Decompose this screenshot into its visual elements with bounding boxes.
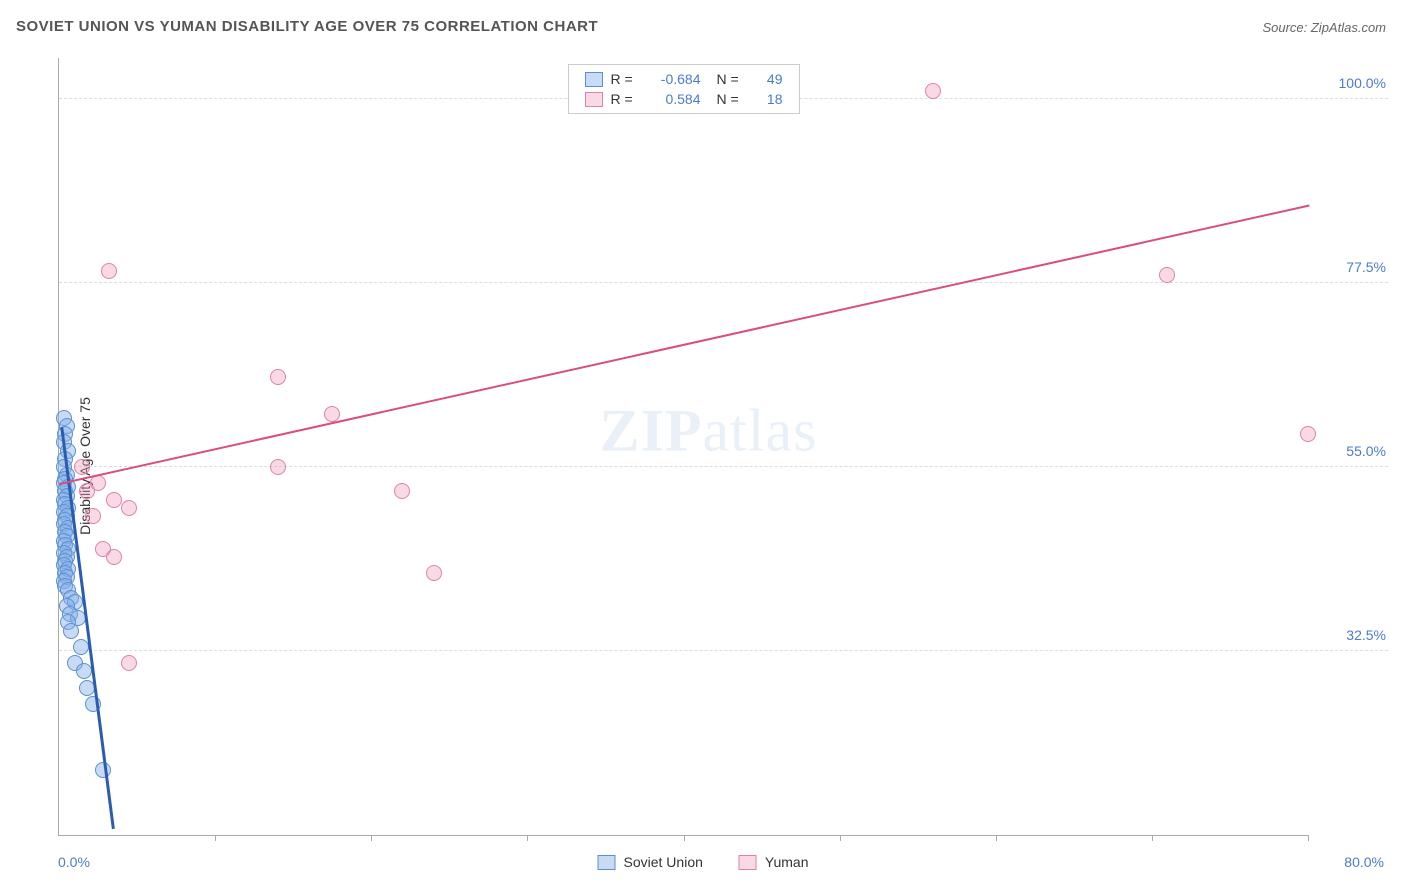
legend-stat-row: R = 0.584 N = 18 xyxy=(585,89,783,109)
x-tick xyxy=(684,835,685,841)
data-point xyxy=(1300,426,1316,442)
n-label: N = xyxy=(717,71,747,87)
x-tick xyxy=(1308,835,1309,841)
r-label: R = xyxy=(611,71,641,87)
chart-title: SOVIET UNION VS YUMAN DISABILITY AGE OVE… xyxy=(16,18,598,35)
data-point xyxy=(74,459,90,475)
r-value: 0.584 xyxy=(649,91,701,107)
data-point xyxy=(79,483,95,499)
x-tick xyxy=(996,835,997,841)
legend-series-label: Yuman xyxy=(765,854,809,870)
data-point xyxy=(106,549,122,565)
data-point xyxy=(925,83,941,99)
y-tick-label: 100.0% xyxy=(1339,75,1386,91)
data-point xyxy=(394,483,410,499)
x-tick xyxy=(371,835,372,841)
data-point xyxy=(121,655,137,671)
legend-series-item: Soviet Union xyxy=(598,854,703,870)
x-axis-max-label: 80.0% xyxy=(1344,854,1384,870)
x-tick xyxy=(215,835,216,841)
series-legend: Soviet Union Yuman xyxy=(598,854,809,870)
source-attribution: Source: ZipAtlas.com xyxy=(1262,20,1386,35)
chart-container: Disability Age Over 75 ZIPatlas R =-0.68… xyxy=(18,52,1388,880)
n-label: N = xyxy=(717,91,747,107)
data-point xyxy=(1159,267,1175,283)
data-point xyxy=(73,639,89,655)
gridline xyxy=(59,282,1388,283)
data-point xyxy=(106,492,122,508)
trend-line xyxy=(59,205,1309,485)
x-axis-min-label: 0.0% xyxy=(58,854,90,870)
legend-swatch xyxy=(739,855,757,870)
data-point xyxy=(63,623,79,639)
y-tick-label: 32.5% xyxy=(1346,627,1386,643)
plot-area: ZIPatlas R =-0.684N =49R =0.584N =18 32.… xyxy=(58,58,1308,836)
x-tick xyxy=(527,835,528,841)
gridline xyxy=(59,466,1388,467)
legend-stat-row: R = -0.684 N = 49 xyxy=(585,69,783,89)
x-tick xyxy=(840,835,841,841)
legend-swatch xyxy=(585,72,603,87)
gridline xyxy=(59,650,1388,651)
legend-swatch xyxy=(585,92,603,107)
data-point xyxy=(76,663,92,679)
y-tick-label: 55.0% xyxy=(1346,443,1386,459)
n-value: 18 xyxy=(755,91,783,107)
x-tick xyxy=(1152,835,1153,841)
watermark-light: atlas xyxy=(703,397,818,463)
legend-series-label: Soviet Union xyxy=(624,854,703,870)
data-point xyxy=(85,508,101,524)
data-point xyxy=(95,762,111,778)
watermark: ZIPatlas xyxy=(599,396,817,465)
y-tick-label: 77.5% xyxy=(1346,259,1386,275)
data-point xyxy=(121,500,137,516)
data-point xyxy=(101,263,117,279)
legend-swatch xyxy=(598,855,616,870)
correlation-legend: R = -0.684 N = 49 R = 0.584 N = 18 xyxy=(568,64,800,114)
watermark-bold: ZIP xyxy=(599,397,702,463)
data-point xyxy=(426,565,442,581)
data-point xyxy=(270,459,286,475)
legend-series-item: Yuman xyxy=(739,854,809,870)
r-label: R = xyxy=(611,91,641,107)
data-point xyxy=(324,406,340,422)
r-value: -0.684 xyxy=(649,71,701,87)
n-value: 49 xyxy=(755,71,783,87)
data-point xyxy=(270,369,286,385)
